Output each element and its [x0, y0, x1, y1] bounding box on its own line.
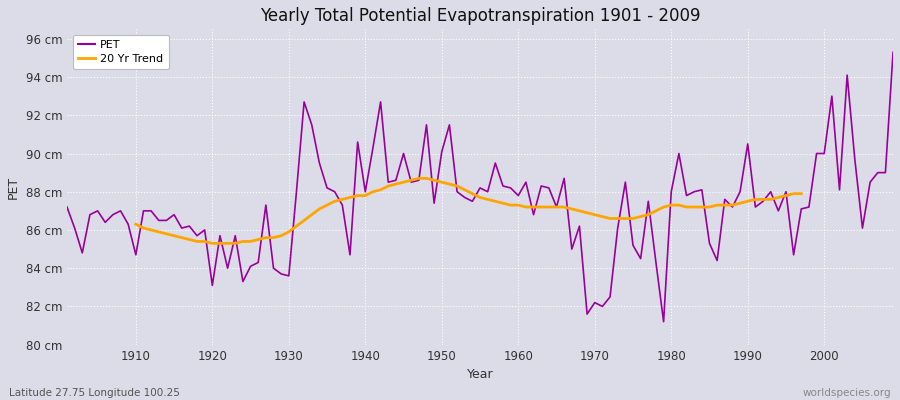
Text: Latitude 27.75 Longitude 100.25: Latitude 27.75 Longitude 100.25: [9, 388, 180, 398]
Y-axis label: PET: PET: [7, 175, 20, 198]
Text: worldspecies.org: worldspecies.org: [803, 388, 891, 398]
Title: Yearly Total Potential Evapotranspiration 1901 - 2009: Yearly Total Potential Evapotranspiratio…: [260, 7, 700, 25]
X-axis label: Year: Year: [467, 368, 493, 381]
Legend: PET, 20 Yr Trend: PET, 20 Yr Trend: [73, 35, 169, 69]
